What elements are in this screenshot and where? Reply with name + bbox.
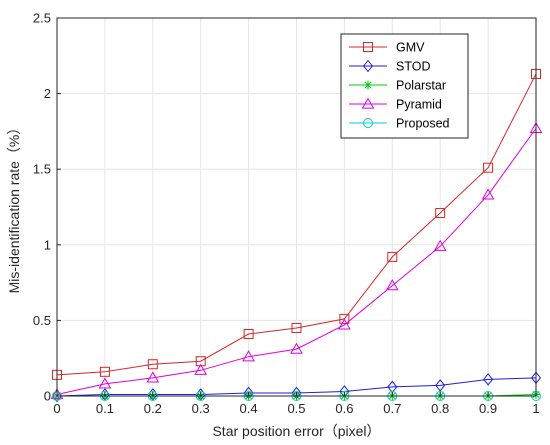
data-point-gmv xyxy=(435,208,446,219)
legend-item-stod: STOD xyxy=(349,60,431,74)
legend-item-pyramid: Pyramid xyxy=(349,97,442,112)
x-tick-label: 0.4 xyxy=(240,401,258,416)
data-point-pyramid xyxy=(481,188,495,200)
y-tick-label: 2 xyxy=(44,86,51,101)
legend-item-polarstar: Polarstar xyxy=(349,79,446,93)
x-tick-label: 0.9 xyxy=(479,401,497,416)
legend: GMV STOD Polarstar Pyramid Proposed xyxy=(340,33,469,139)
legend-marker-polarstar xyxy=(363,80,373,90)
data-point-pyramid xyxy=(50,387,64,400)
x-tick-label: 0.2 xyxy=(144,401,162,416)
x-tick-label: 0.5 xyxy=(287,401,305,416)
data-point-stod xyxy=(435,379,446,392)
ticks: 0 0.1 0.2 0.3 0.4 0.5 0.6 0.7 0.8 0.9 1 0 0.5 1 1.5 2 2.… xyxy=(33,11,540,417)
x-tick-label: 0 xyxy=(53,401,60,416)
data-point-pyramid xyxy=(194,363,208,375)
data-point-stod xyxy=(483,373,494,386)
data-point-pyramid xyxy=(290,342,303,354)
legend-label-gmv: GMV xyxy=(396,41,425,55)
legend-label-stod: STOD xyxy=(396,60,431,74)
data-point-gmv xyxy=(147,359,158,370)
x-tick-label: 0.7 xyxy=(383,401,401,416)
legend-label-proposed: Proposed xyxy=(396,117,450,131)
legend-box xyxy=(340,33,469,139)
x-tick-label: 0.6 xyxy=(335,401,353,416)
legend-marker-pyramid xyxy=(361,97,375,109)
y-tick-label: 1.5 xyxy=(33,162,51,177)
y-tick-label: 0 xyxy=(44,389,51,404)
legend-item-proposed: Proposed xyxy=(349,117,450,131)
data-point-gmv xyxy=(483,162,494,173)
data-point-pyramid xyxy=(433,239,447,251)
y-axis-title: Mis-identification rate（%） xyxy=(6,121,22,294)
data-point-pyramid xyxy=(385,279,399,291)
data-point-pyramid xyxy=(98,377,112,389)
x-tick-label: 0.3 xyxy=(192,401,210,416)
data-point-gmv xyxy=(339,313,350,324)
legend-marker-stod xyxy=(362,59,374,73)
y-tick-label: 1 xyxy=(44,237,51,252)
legend-label-polarstar: Polarstar xyxy=(396,79,446,93)
legend-marker-gmv xyxy=(363,42,373,52)
data-point-pyramid xyxy=(242,350,255,362)
x-tick-label: 0.1 xyxy=(96,401,114,416)
series-line-pyramid xyxy=(56,128,537,395)
x-tick-label: 1 xyxy=(532,401,539,416)
data-point-gmv xyxy=(387,251,398,262)
x-axis-title: Star position error（pixel） xyxy=(212,423,380,439)
data-point-gmv xyxy=(291,322,302,333)
data-point-gmv xyxy=(243,329,254,340)
y-tick-label: 0.5 xyxy=(33,313,51,328)
legend-item-gmv: GMV xyxy=(349,41,425,55)
legend-marker-proposed xyxy=(363,118,373,128)
x-tick-label: 0.8 xyxy=(431,401,449,416)
data-point-gmv xyxy=(99,366,110,377)
legend-label-pyramid: Pyramid xyxy=(396,98,442,112)
data-point-pyramid xyxy=(146,371,160,383)
y-tick-label: 2.5 xyxy=(33,11,51,26)
series-line-gmv xyxy=(56,73,537,376)
series-pyramid xyxy=(50,121,543,400)
data-point-pyramid xyxy=(338,318,351,330)
